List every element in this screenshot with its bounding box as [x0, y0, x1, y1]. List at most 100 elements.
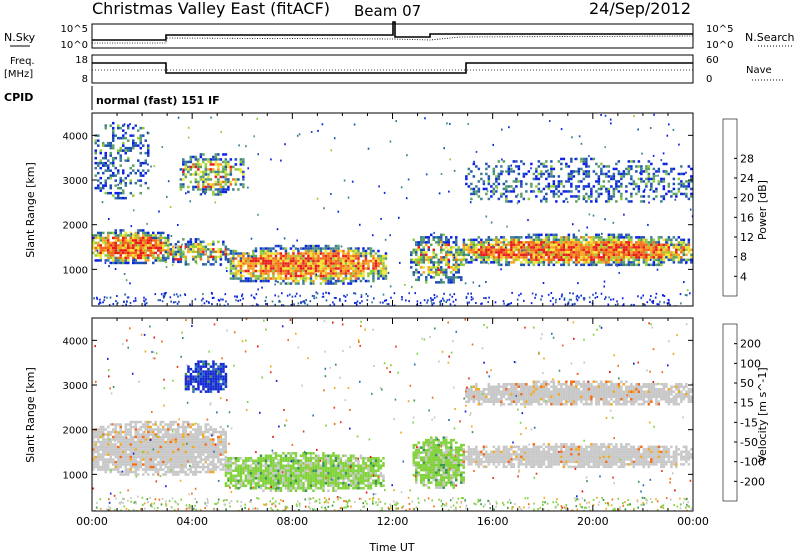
range-cell	[214, 158, 218, 161]
range-cell	[630, 253, 633, 257]
range-cell	[207, 458, 210, 461]
range-cell	[534, 296, 536, 299]
range-cell	[582, 197, 586, 201]
range-cell	[167, 450, 170, 454]
range-cell	[535, 195, 538, 198]
range-cell	[329, 264, 333, 268]
range-cell	[102, 453, 105, 456]
range-cell	[199, 377, 203, 381]
range-cell	[610, 243, 613, 247]
range-cell	[497, 243, 499, 246]
range-cell	[517, 172, 521, 176]
range-cell	[222, 453, 225, 456]
range-cell	[184, 382, 188, 386]
range-cell	[145, 298, 147, 301]
range-cell	[542, 243, 546, 247]
range-cell	[592, 261, 596, 264]
range-cell	[349, 282, 353, 285]
range-cell	[249, 272, 253, 275]
range-cell	[132, 448, 135, 451]
range-cell	[219, 458, 222, 461]
range-cell	[670, 167, 673, 171]
range-cell	[347, 272, 350, 275]
range-cell	[289, 264, 293, 268]
range-cell	[625, 251, 628, 254]
range-cell	[225, 300, 227, 303]
range-cell	[542, 238, 546, 242]
range-cell	[500, 253, 503, 257]
range-cell	[179, 178, 183, 181]
range-cell	[147, 448, 150, 451]
range-cell	[627, 246, 631, 249]
range-cell	[329, 274, 333, 278]
range-cell	[630, 263, 633, 267]
range-cell	[672, 192, 676, 196]
range-cell	[152, 468, 155, 471]
range-cell	[342, 257, 345, 260]
range-cell	[142, 241, 145, 245]
range-cell	[237, 262, 240, 265]
range-cell	[134, 450, 137, 454]
range-cell	[227, 188, 230, 191]
range-cell	[287, 272, 290, 275]
range-cell	[621, 297, 624, 300]
range-cell	[192, 433, 195, 436]
range-cell	[607, 263, 611, 267]
range-cell	[495, 236, 498, 239]
range-cell	[660, 253, 663, 257]
range-cell	[299, 262, 303, 265]
range-cell	[607, 236, 611, 239]
range-cell	[204, 470, 207, 474]
range-cell	[662, 248, 666, 252]
range-cell	[532, 243, 536, 247]
range-cell	[486, 190, 489, 193]
range-cell	[119, 136, 122, 140]
range-cell	[132, 256, 135, 260]
range-cell	[259, 249, 263, 253]
range-cell	[264, 264, 268, 268]
range-cell	[562, 185, 566, 188]
range-cell	[170, 235, 173, 237]
range-cell	[564, 303, 567, 306]
range-cell	[687, 180, 691, 183]
range-cell	[452, 263, 455, 267]
range-cell	[104, 241, 107, 245]
range-cell	[680, 180, 683, 183]
range-cell	[267, 259, 270, 263]
range-cell	[182, 445, 185, 449]
range-cell	[252, 257, 255, 260]
range-cell	[129, 430, 132, 434]
range-cell	[582, 162, 586, 166]
range-cell	[182, 183, 185, 186]
range-cell	[617, 253, 621, 257]
range-cell	[149, 463, 152, 466]
range-cell	[212, 468, 215, 471]
range-cell	[620, 251, 623, 254]
range-cell	[292, 279, 295, 283]
range-cell	[192, 165, 195, 169]
range-cell	[142, 231, 145, 235]
range-cell	[212, 380, 215, 383]
range-cell	[202, 188, 205, 191]
range-cell	[284, 274, 288, 278]
range-cell	[147, 231, 150, 235]
range-cell	[122, 435, 125, 439]
range-cell	[401, 298, 403, 301]
range-cell	[92, 433, 95, 436]
range-cell	[187, 453, 190, 456]
range-cell	[550, 170, 553, 173]
range-cell	[625, 248, 628, 252]
range-cell	[575, 200, 578, 203]
range-cell	[114, 174, 117, 177]
range-cell	[547, 182, 551, 186]
range-cell	[610, 233, 613, 237]
range-cell	[667, 172, 671, 176]
range-cell	[545, 165, 548, 168]
range-cell	[177, 425, 180, 429]
range-cell	[262, 269, 265, 273]
range-cell	[517, 251, 521, 254]
range-cell	[537, 187, 541, 191]
y-tick-label: 1000	[63, 265, 88, 276]
range-cell	[672, 167, 676, 171]
range-cell	[511, 291, 513, 294]
